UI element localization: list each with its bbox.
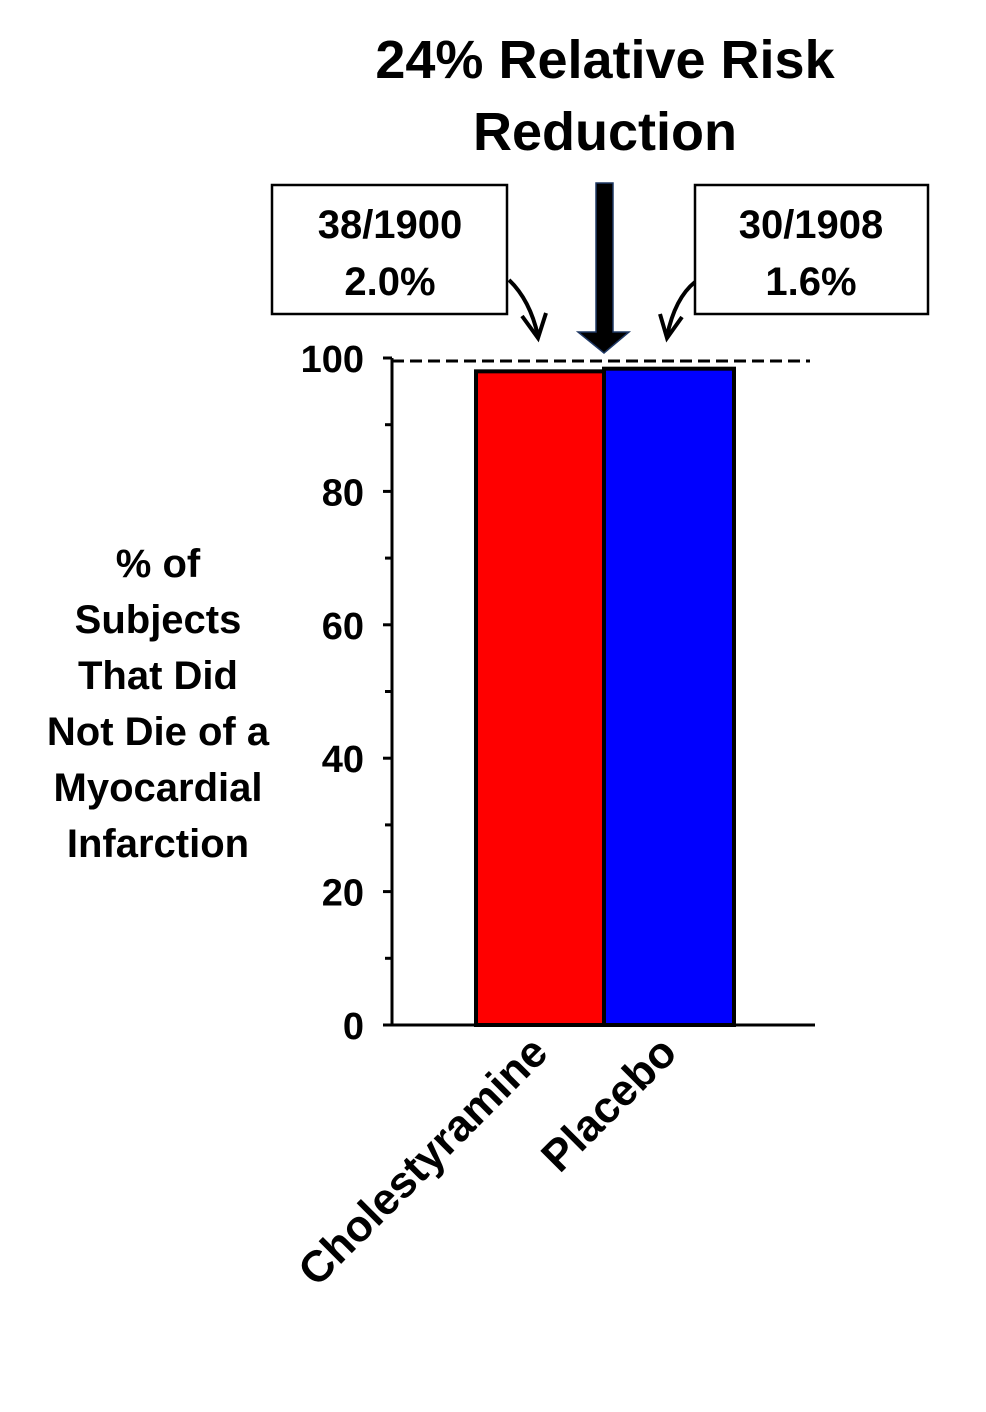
annotation-percent: 1.6% bbox=[765, 260, 856, 304]
y-tick-label: 40 bbox=[322, 739, 364, 781]
ylabel-line: Myocardial bbox=[54, 766, 263, 810]
annotation-placebo: 30/1908 1.6% bbox=[658, 183, 930, 343]
ylabel-line: That Did bbox=[78, 654, 238, 698]
annotation-box bbox=[693, 183, 930, 316]
y-axis-label: % of Subjects That Did Not Die of a Myoc… bbox=[47, 542, 270, 866]
title-line-1: 24% Relative Risk bbox=[375, 30, 835, 90]
y-tick-label: 60 bbox=[322, 606, 364, 648]
annotation-percent: 2.0% bbox=[344, 260, 435, 304]
y-tick-label: 0 bbox=[343, 1006, 364, 1048]
x-tick-label: Cholestyramine bbox=[289, 1027, 557, 1295]
ylabel-line: Subjects bbox=[75, 598, 242, 642]
ylabel-line: % of bbox=[116, 542, 201, 586]
y-tick-label: 20 bbox=[322, 873, 364, 915]
bar-cholestyramine bbox=[474, 369, 606, 1027]
y-tick-label: 80 bbox=[322, 472, 364, 514]
annotation-box bbox=[270, 183, 509, 316]
y-tick-label: 100 bbox=[301, 339, 364, 381]
annotation-count: 30/1908 bbox=[739, 203, 884, 247]
title-line-2: Reduction bbox=[473, 102, 737, 162]
annotation-cholestyramine: 38/1900 2.0% bbox=[270, 183, 548, 343]
down-arrow-icon bbox=[575, 182, 632, 354]
arrowhead-icon bbox=[520, 312, 548, 343]
chart-title: 24% Relative Risk Reduction bbox=[375, 30, 835, 162]
annotation-count: 38/1900 bbox=[318, 203, 463, 247]
arrowhead-icon bbox=[658, 313, 684, 343]
curved-arrow-icon bbox=[665, 280, 697, 337]
ylabel-line: Not Die of a bbox=[47, 710, 270, 754]
bar-placebo bbox=[602, 366, 736, 1027]
ylabel-line: Infarction bbox=[67, 822, 249, 866]
x-tick-label: Placebo bbox=[532, 1027, 686, 1181]
curved-arrow-icon bbox=[507, 278, 540, 337]
